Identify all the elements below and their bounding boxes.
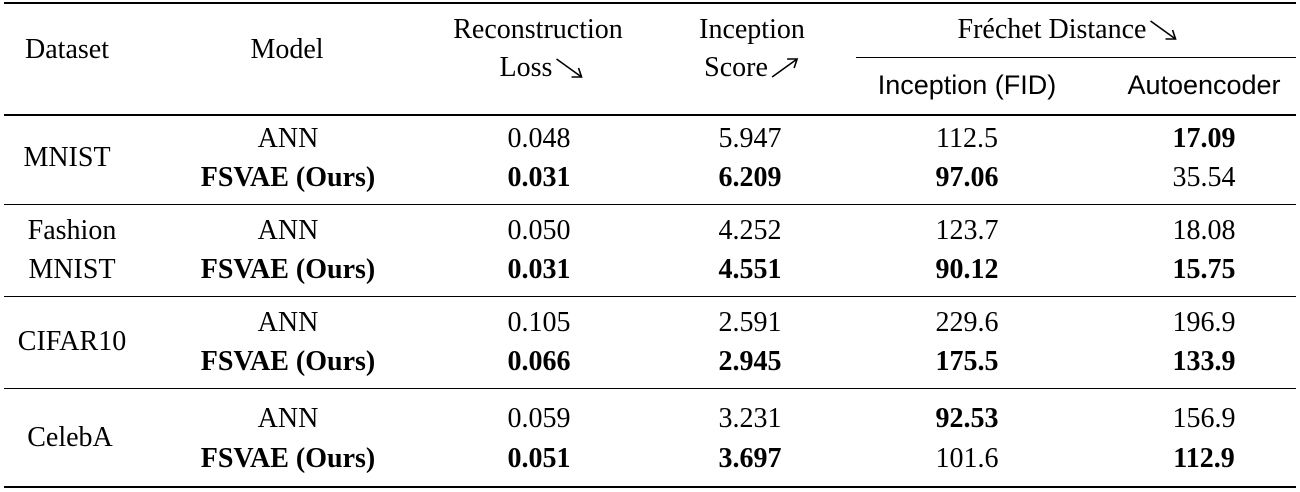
- model-cell: ANN: [257, 403, 319, 434]
- dataset-cell: MNIST: [23, 142, 111, 173]
- header-ae: Autoencoder: [1127, 70, 1281, 100]
- is-cell: 6.209: [718, 162, 782, 193]
- fid-cell: 112.5: [936, 123, 998, 154]
- down-right-arrow-icon: [1148, 18, 1178, 42]
- fid-cell: 229.6: [935, 307, 999, 338]
- fid-cell: 97.06: [935, 162, 999, 193]
- top-rule: [4, 2, 1296, 4]
- is-cell: 2.945: [718, 346, 782, 377]
- header-recon-line1: Reconstruction: [453, 14, 623, 45]
- recon-cell: 0.059: [507, 403, 571, 434]
- recon-cell: 0.048: [507, 123, 571, 154]
- recon-cell: 0.050: [507, 215, 571, 246]
- dataset-cell: Fashion: [27, 215, 117, 246]
- fd-group-rule: [856, 57, 1296, 58]
- dataset-cell: MNIST: [28, 254, 116, 285]
- fid-cell: 175.5: [935, 346, 999, 377]
- ae-cell: 156.9: [1172, 403, 1236, 434]
- group-rule: [4, 296, 1296, 297]
- recon-cell: 0.051: [507, 443, 571, 474]
- is-cell: 3.697: [718, 443, 782, 474]
- header-rule: [4, 114, 1296, 116]
- recon-cell: 0.066: [507, 346, 571, 377]
- fid-cell: 101.6: [935, 443, 999, 474]
- recon-cell: 0.031: [507, 162, 571, 193]
- header-fid: Inception (FID): [877, 70, 1057, 100]
- up-right-arrow-icon: [770, 56, 800, 80]
- is-cell: 2.591: [718, 307, 782, 338]
- header-is-line1: Inception: [699, 14, 805, 45]
- dataset-cell: CIFAR10: [17, 326, 127, 357]
- header-fd-label: Fréchet Distance: [957, 14, 1147, 45]
- header-model: Model: [250, 34, 324, 65]
- model-cell: ANN: [257, 307, 319, 338]
- fid-cell: 92.53: [935, 403, 999, 434]
- fid-cell: 123.7: [935, 215, 999, 246]
- down-right-arrow-icon: [554, 56, 584, 80]
- header-recon-line2: Loss: [500, 54, 585, 82]
- ae-cell: 18.08: [1172, 215, 1236, 246]
- group-rule: [4, 388, 1296, 389]
- bottom-rule: [4, 486, 1296, 488]
- model-cell: FSVAE (Ours): [200, 443, 376, 474]
- header-fd-group: Fréchet Distance: [958, 16, 1179, 44]
- ae-cell: 112.9: [1173, 443, 1235, 474]
- ae-cell: 133.9: [1172, 346, 1236, 377]
- is-cell: 4.551: [718, 254, 782, 285]
- ae-cell: 17.09: [1172, 123, 1236, 154]
- is-cell: 4.252: [718, 215, 782, 246]
- ae-cell: 35.54: [1172, 162, 1236, 193]
- model-cell: FSVAE (Ours): [200, 162, 376, 193]
- model-cell: ANN: [257, 215, 319, 246]
- dataset-cell: CelebA: [27, 422, 113, 453]
- is-cell: 5.947: [718, 123, 782, 154]
- recon-cell: 0.031: [507, 254, 571, 285]
- header-is-line2: Score: [704, 54, 800, 82]
- ae-cell: 196.9: [1172, 307, 1236, 338]
- model-cell: FSVAE (Ours): [200, 346, 376, 377]
- recon-cell: 0.105: [507, 307, 571, 338]
- is-cell: 3.231: [718, 403, 782, 434]
- fid-cell: 90.12: [935, 254, 999, 285]
- header-dataset: Dataset: [25, 34, 109, 65]
- model-cell: FSVAE (Ours): [200, 254, 376, 285]
- model-cell: ANN: [257, 123, 319, 154]
- header-recon-label: Loss: [499, 52, 553, 83]
- header-is-label: Score: [704, 52, 768, 83]
- group-rule: [4, 204, 1296, 205]
- ae-cell: 15.75: [1172, 254, 1236, 285]
